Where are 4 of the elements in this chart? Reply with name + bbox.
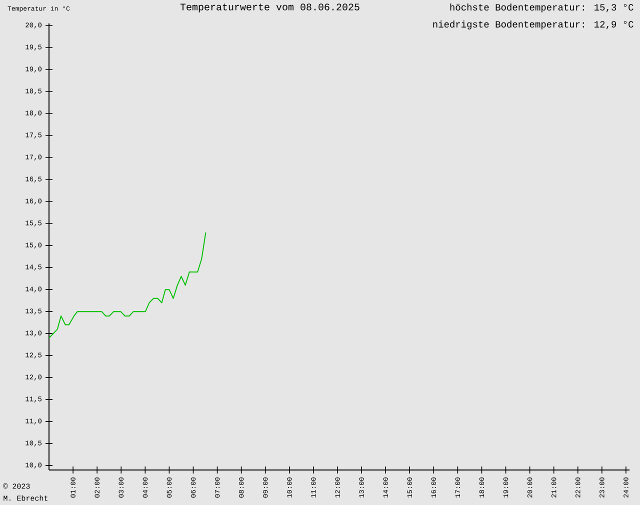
annotation: niedrigste Bodentemperatur: 12,9 °C	[433, 20, 634, 30]
line-series	[49, 232, 206, 338]
text: höchste Bodentemperatur: 15,3 °C	[450, 4, 634, 12]
chart-title: Temperaturwerte vom 08.06.2025	[180, 4, 360, 12]
